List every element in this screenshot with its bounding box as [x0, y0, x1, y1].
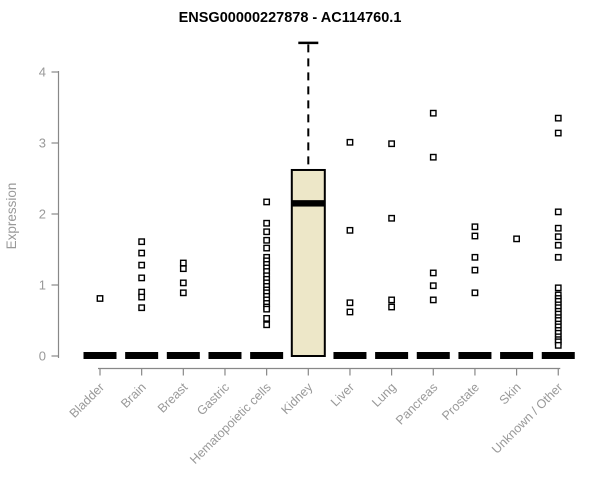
data-point [179, 279, 187, 287]
data-point [554, 253, 562, 261]
data-point [471, 223, 479, 231]
data-point [346, 308, 354, 316]
collapsed-box [125, 352, 159, 359]
collapsed-box [416, 352, 450, 359]
data-point [554, 208, 562, 216]
x-category-label: Pancreas [393, 380, 440, 427]
data-point [263, 198, 271, 206]
data-point [263, 305, 271, 313]
collapsed-box [375, 352, 409, 359]
data-point [429, 296, 437, 304]
x-category-label: Liver [328, 380, 357, 409]
data-point [471, 232, 479, 240]
plot-area: 0 1 2 3 4 Bladder Brain Breast GastricHematopoie… [39, 41, 575, 467]
collapsed-box [500, 352, 534, 359]
data-point [263, 219, 271, 227]
data-point [263, 314, 271, 322]
y-tick-label: 2 [39, 207, 46, 222]
collapsed-box [83, 352, 117, 359]
data-point [388, 296, 396, 304]
data-point [554, 341, 562, 349]
median-line [291, 200, 325, 207]
x-category-label: Kidney [278, 380, 315, 417]
data-point [554, 284, 562, 292]
x-category-label: Brain [118, 380, 149, 411]
data-point [138, 261, 146, 269]
data-point [263, 236, 271, 244]
data-point [179, 259, 187, 267]
data-point [513, 235, 521, 243]
data-point [346, 299, 354, 307]
x-category-label: Hematopoietic cells [187, 380, 274, 467]
y-tick-label: 0 [39, 349, 46, 364]
data-point [429, 153, 437, 161]
x-category-label: Gastric [194, 380, 232, 418]
x-category-label: Skin [497, 380, 524, 407]
data-point [554, 114, 562, 122]
collapsed-box [458, 352, 492, 359]
data-point [263, 244, 271, 252]
data-point [554, 233, 562, 241]
collapsed-box [208, 352, 242, 359]
data-point [471, 266, 479, 274]
y-tick-label: 3 [39, 136, 46, 151]
data-point [179, 265, 187, 273]
x-category-label: Unknown / Other [489, 380, 565, 456]
data-point [96, 295, 104, 302]
data-point [388, 140, 396, 148]
x-category-label: Breast [155, 380, 191, 416]
box [290, 168, 326, 357]
y-axis-label: Expression [4, 183, 19, 250]
data-point [554, 241, 562, 249]
data-point [179, 289, 187, 297]
data-point [346, 226, 354, 234]
data-point [138, 274, 146, 282]
collapsed-box [541, 352, 575, 359]
chart-title: ENSG00000227878 - AC114760.1 [179, 10, 402, 26]
y-tick-label: 1 [39, 278, 46, 293]
data-point [429, 282, 437, 290]
x-category-label: Bladder [67, 380, 107, 420]
data-point [388, 303, 396, 311]
data-point [138, 304, 146, 312]
collapsed-box [166, 352, 200, 359]
data-point [263, 228, 271, 236]
data-point [554, 224, 562, 232]
collapsed-box [333, 352, 367, 359]
data-point [429, 269, 437, 277]
collapsed-box [250, 352, 284, 359]
x-category-label: Lung [369, 380, 399, 410]
data-point [471, 289, 479, 297]
data-point [388, 214, 396, 222]
data-point [138, 293, 146, 301]
data-point [429, 109, 437, 117]
data-point [263, 321, 271, 329]
data-point [346, 138, 354, 146]
x-category-label: Prostate [439, 380, 482, 423]
data-point [471, 253, 479, 261]
data-point [138, 249, 146, 257]
y-tick-label: 4 [39, 65, 46, 80]
data-point [554, 129, 562, 137]
data-point [138, 238, 146, 246]
